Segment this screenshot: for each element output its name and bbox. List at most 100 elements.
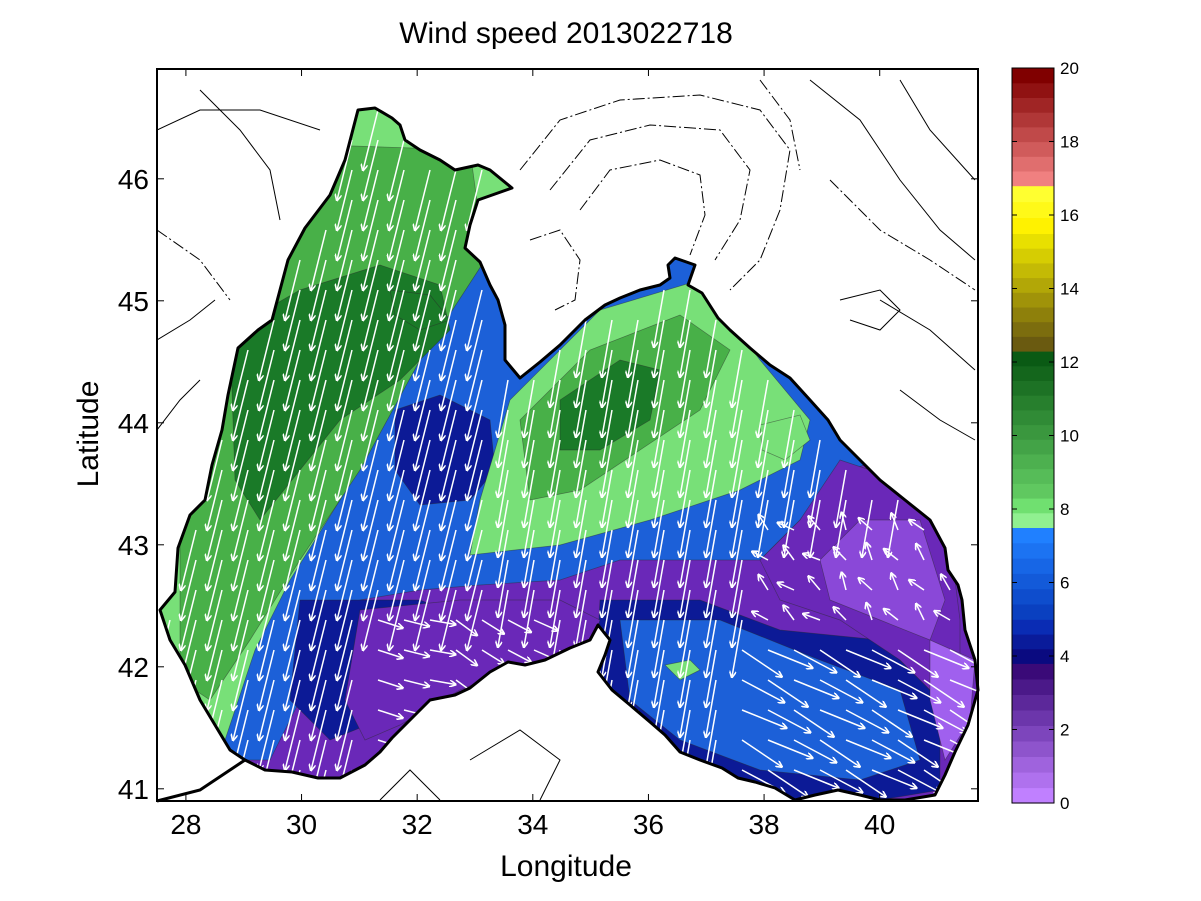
wind-arrow: [934, 611, 951, 621]
wind-arrow: [897, 709, 943, 728]
wind-arrow: [285, 379, 301, 440]
wind-arrow: [819, 679, 862, 703]
wind-arrow: [949, 679, 978, 693]
wind-arrow: [285, 289, 301, 350]
wind-arrow: [233, 589, 249, 650]
wind-arrow: [602, 439, 613, 497]
colorbar-swatch: [1012, 619, 1054, 635]
wind-arrow: [752, 552, 769, 561]
wind-arrow: [680, 469, 691, 527]
wind-arrow: [363, 139, 379, 200]
wind-arrow: [233, 379, 249, 440]
wind-arrow: [441, 169, 457, 230]
wind-arrow: [793, 649, 836, 673]
wind-arrow: [949, 739, 978, 756]
wind-arrow: [680, 619, 691, 677]
colorbar-swatch: [1012, 424, 1054, 440]
wind-arrow: [259, 319, 275, 380]
colorbar-swatch: [1012, 439, 1054, 455]
wind-arrow: [337, 379, 353, 440]
wind-arrow: [181, 559, 197, 620]
colorbar-swatch: [1012, 498, 1054, 514]
wind-arrow: [311, 289, 327, 350]
colorbar-swatch: [1012, 68, 1054, 84]
wind-arrow: [233, 709, 249, 770]
x-tick-label: 30: [286, 809, 317, 840]
wind-arrow: [654, 469, 665, 527]
wind-arrow: [233, 559, 249, 620]
wind-arrow: [403, 649, 429, 656]
wind-arrow: [862, 499, 873, 557]
wind-arrow: [916, 544, 925, 561]
wind-arrow: [285, 709, 301, 770]
wind-arrow: [233, 499, 249, 560]
wind-arrow: [576, 439, 587, 497]
wind-arrow: [415, 439, 431, 500]
wind-arrow: [706, 409, 717, 467]
wind-arrow: [311, 499, 327, 560]
wind-arrow: [897, 679, 940, 703]
wind-arrow: [467, 589, 483, 650]
wind-arrow: [311, 739, 327, 800]
land-contour-8: [157, 299, 216, 341]
wind-arrow: [389, 439, 405, 500]
y-tick-label: 44: [118, 408, 149, 439]
wind-arrow: [706, 559, 717, 617]
y-tick-label: 41: [118, 774, 149, 805]
wind-arrow: [441, 379, 457, 440]
wind-arrow: [706, 649, 717, 707]
colorbar-swatch: [1012, 112, 1054, 128]
wind-arrow: [784, 409, 795, 467]
wind-arrow: [758, 409, 769, 467]
wind-arrow: [233, 739, 249, 800]
wind-arrow: [732, 619, 743, 677]
wind-arrow: [550, 379, 561, 437]
wind-arrow: [415, 319, 431, 380]
wind-arrow: [732, 349, 743, 407]
wind-arrow: [550, 529, 561, 587]
wind-arrow: [819, 709, 865, 728]
wind-arrow: [576, 379, 587, 437]
land-contour-18: [759, 79, 801, 171]
wind-arrow: [654, 619, 665, 677]
wind-arrow: [441, 589, 457, 650]
wind-arrow: [859, 518, 873, 531]
wind-arrow: [259, 619, 275, 680]
wind-arrow: [845, 769, 886, 797]
wind-arrow: [377, 739, 403, 748]
colorbar-swatch: [1012, 483, 1054, 499]
wind-arrow: [524, 589, 535, 647]
wind-arrow: [793, 679, 839, 698]
x-tick-label: 40: [864, 809, 895, 840]
wind-arrow: [455, 619, 477, 635]
wind-arrow: [259, 379, 275, 440]
wind-arrow: [576, 499, 587, 557]
wind-arrow: [498, 469, 509, 527]
wind-arrow: [389, 169, 405, 230]
wind-arrow: [285, 499, 301, 560]
wind-arrow: [680, 679, 691, 737]
wind-arrow: [415, 589, 431, 650]
wind-arrow: [498, 439, 509, 497]
wind-arrow: [871, 679, 917, 698]
wind-arrow: [337, 679, 353, 740]
wind-arrow: [441, 439, 457, 500]
wind-arrow: [628, 619, 639, 677]
colorbar-swatch: [1012, 709, 1054, 726]
land-contour-15: [469, 729, 561, 801]
wind-arrow: [732, 529, 743, 587]
wind-arrow: [845, 709, 888, 733]
colorbar-swatch: [1012, 453, 1054, 470]
land-wind-contours: [157, 79, 976, 801]
x-axis-label: Longitude: [500, 850, 632, 883]
wind-arrow: [403, 679, 429, 686]
wind-arrow: [524, 499, 535, 557]
wind-arrow: [363, 469, 379, 530]
wind-arrow: [363, 529, 379, 590]
wind-arrow: [507, 649, 531, 662]
wind-arrow: [845, 739, 891, 758]
wind-arrow: [891, 513, 899, 531]
wind-arrow: [311, 679, 327, 740]
wind-arrow: [337, 259, 353, 320]
wind-arrow: [628, 439, 639, 497]
